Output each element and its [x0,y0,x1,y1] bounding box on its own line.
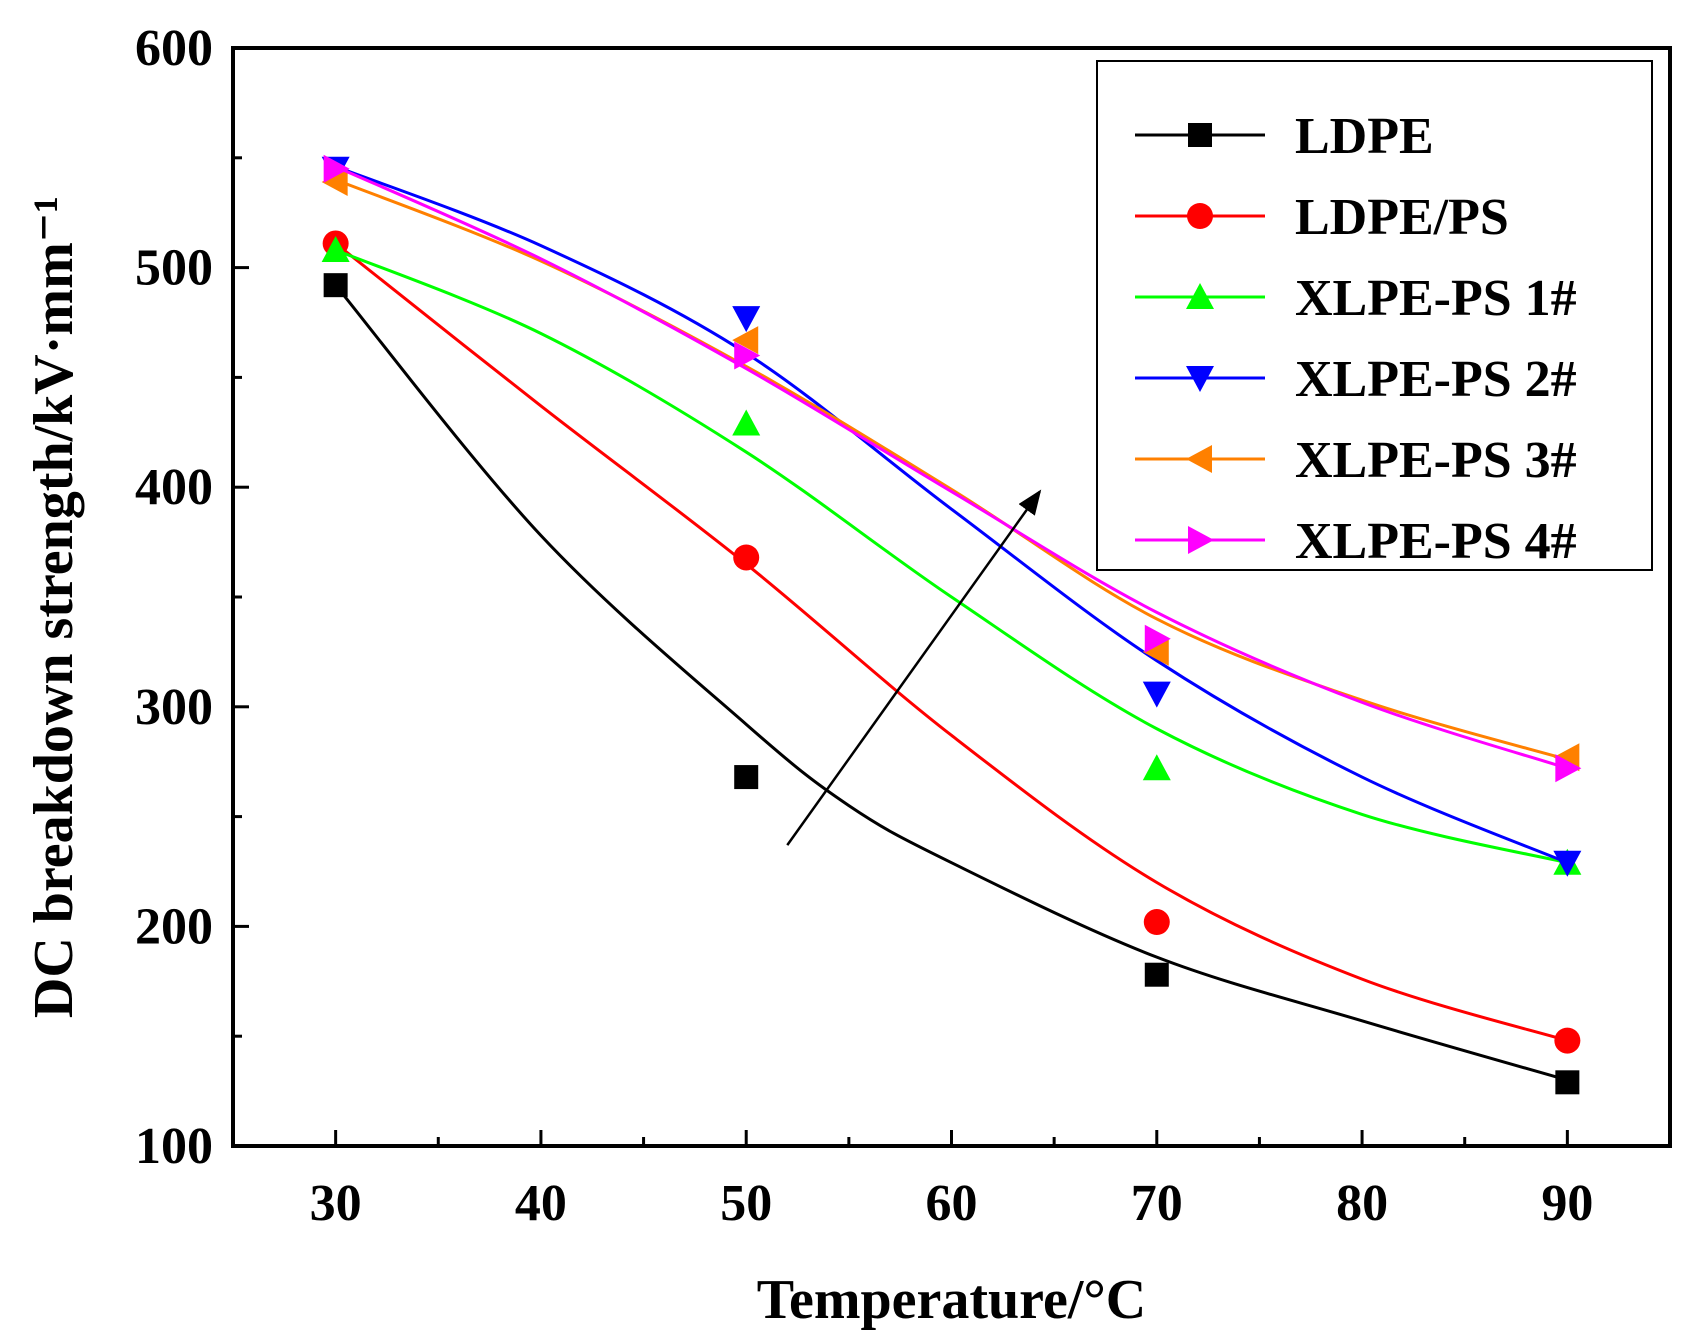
legend-label-xlpe-ps-1: XLPE-PS 1# [1295,270,1577,327]
point-xlpe-ps-2-70 [1142,681,1171,708]
y-axis-title: DC breakdown strength/kV·mm⁻¹ [23,196,85,1018]
legend-item-ldpe: LDPE [1135,108,1434,165]
legend-label-xlpe-ps-4: XLPE-PS 4# [1295,513,1577,570]
legend-marker-ldpe-ps [1187,203,1213,229]
legend-item-xlpe-ps-1: XLPE-PS 1# [1135,270,1577,327]
point-xlpe-ps-4-50 [734,341,761,370]
series-line-ldpe [334,284,1568,1082]
point-ldpe-50 [734,765,759,790]
x-axis-title: Temperature/°C [757,1269,1146,1331]
series-line-xlpe-ps-1 [335,248,1568,865]
point-ldpe-90 [1555,1070,1580,1095]
point-xlpe-ps-2-90 [1553,850,1582,877]
point-xlpe-ps-3-30 [321,167,348,196]
point-ldpe-30 [323,273,348,298]
series-line-xlpe-ps-3 [335,178,1568,761]
legend-label-xlpe-ps-3: XLPE-PS 3# [1295,432,1577,489]
series-line-xlpe-ps-4 [335,165,1568,770]
plot-marks [321,154,1582,1095]
axes: 30 40 50 60 70 80 90 100 200 300 400 500 600 [135,20,1672,1232]
series-line-xlpe-ps-2 [335,165,1568,865]
point-xlpe-ps-1-50 [732,409,761,436]
x-tick-label: 90 [1541,1175,1593,1232]
legend-label-ldpe-ps: LDPE/PS [1295,189,1509,246]
series-line-ldpe-ps [334,242,1568,1043]
x-tick-label: 80 [1336,1175,1388,1232]
legend-item-xlpe-ps-2: XLPE-PS 2# [1135,351,1577,408]
point-ldpe-ps-50 [733,544,760,571]
legend-marker-ldpe [1188,123,1212,147]
point-xlpe-ps-3-70 [1142,637,1169,666]
series-ldpe-ps [322,230,1581,1054]
x-tick-label: 50 [720,1175,772,1232]
point-xlpe-ps-4-90 [1555,754,1582,783]
point-xlpe-ps-4-70 [1144,624,1171,653]
legend-marker-xlpe-ps-1 [1186,283,1214,309]
legend-marker-xlpe-ps-3 [1186,445,1212,473]
legend-item-xlpe-ps-3: XLPE-PS 3# [1135,432,1577,489]
point-xlpe-ps-1-70 [1142,754,1171,781]
x-tick-label: 40 [515,1175,567,1232]
y-tick-label: 600 [135,20,213,77]
point-xlpe-ps-2-50 [732,306,761,333]
x-tick-label: 30 [310,1175,362,1232]
legend-marker-xlpe-ps-2 [1186,366,1214,392]
series-xlpe-ps-4 [323,154,1582,783]
legend-item-ldpe-ps: LDPE/PS [1135,189,1509,246]
trend-arrow [786,489,1042,846]
y-tick-label: 200 [135,898,213,955]
y-tick-label: 500 [135,240,213,297]
legend-label-ldpe: LDPE [1295,108,1434,165]
legend-label-xlpe-ps-2: XLPE-PS 2# [1295,351,1577,408]
legend: LDPE LDPE/PS XLPE-PS 1# XLPE-PS 2# XLPE-PS 3… [1096,60,1653,571]
point-ldpe-70 [1144,962,1169,987]
x-tick-label: 60 [926,1175,978,1232]
y-tick-label: 100 [135,1118,213,1175]
y-tick-label: 400 [135,459,213,516]
legend-marker-xlpe-ps-4 [1188,526,1214,554]
point-xlpe-ps-4-30 [323,154,350,183]
point-ldpe-ps-90 [1554,1027,1581,1054]
legend-item-xlpe-ps-4: XLPE-PS 4# [1135,513,1577,570]
point-ldpe-ps-70 [1143,909,1170,936]
point-xlpe-ps-1-30 [321,236,350,263]
series-ldpe [323,273,1580,1095]
point-xlpe-ps-3-50 [732,326,759,355]
x-tick-label: 70 [1131,1175,1183,1232]
y-tick-label: 300 [135,679,213,736]
series-xlpe-ps-3 [321,167,1580,772]
